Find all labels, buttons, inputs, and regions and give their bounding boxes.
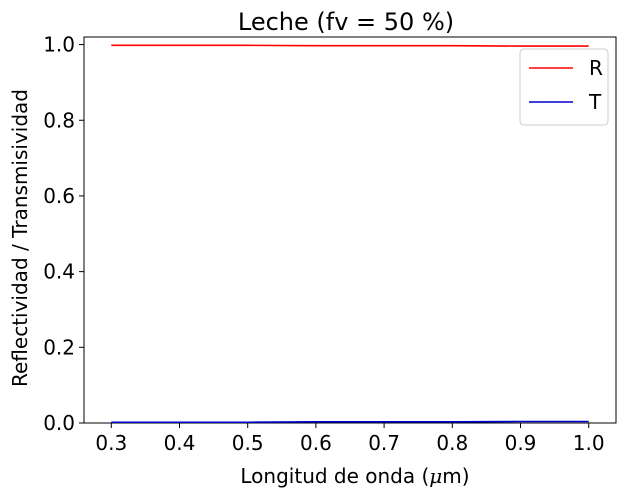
y-tick-label: 0.0 — [43, 411, 75, 435]
y-tick-label: 0.4 — [43, 260, 75, 284]
x-tick-label: 0.9 — [505, 431, 537, 455]
x-tick-label: 0.8 — [436, 431, 468, 455]
legend: RT — [519, 48, 609, 126]
y-tick-label: 1.0 — [43, 33, 75, 57]
x-tick-label: 0.6 — [300, 431, 332, 455]
legend-label-r: R — [589, 56, 603, 80]
series-layer — [111, 44, 589, 424]
x-tick-label: 1.0 — [573, 431, 605, 455]
series-line-r — [111, 44, 589, 47]
y-tick-label: 0.6 — [43, 184, 75, 208]
x-tick-label: 0.3 — [95, 431, 127, 455]
y-tick-label: 0.2 — [43, 335, 75, 359]
plot-area — [83, 36, 617, 424]
plot-frame — [83, 36, 617, 424]
y-tick-label: 0.8 — [43, 108, 75, 132]
series-line-t — [111, 420, 589, 424]
x-tick-label: 0.7 — [368, 431, 400, 455]
x-tick-label: 0.4 — [164, 431, 196, 455]
x-axis-ticks: 0.3 0.4 0.5 0.6 0.7 0.8 0.9 1.0 — [95, 423, 605, 455]
y-axis-ticks: 0.0 0.2 0.4 0.6 0.8 1.0 — [43, 33, 84, 435]
x-tick-label: 0.5 — [232, 431, 264, 455]
y-axis-label: Reflectividad / Transmisividad — [8, 89, 32, 387]
chart-title: Leche (fv = 50 %) — [238, 8, 454, 36]
x-axis-label: Longitud de onda (μm) — [240, 464, 469, 488]
legend-label-t: T — [588, 90, 602, 114]
